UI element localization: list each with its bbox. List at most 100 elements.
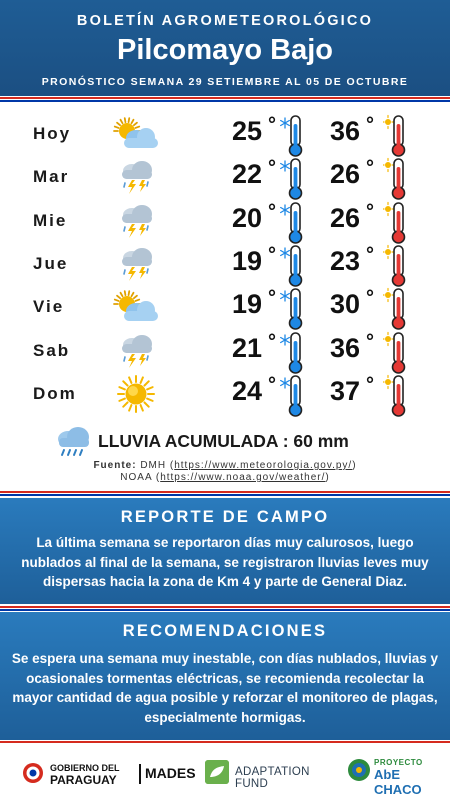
forecast-row: Mie 20 ° 26 ° <box>0 200 450 244</box>
min-temperature: 22 <box>232 159 263 190</box>
abe-chaco-line2: AbE CHACO <box>374 767 422 797</box>
storm-cloud-icon <box>122 204 152 238</box>
cold-thermometer-icon <box>280 288 303 330</box>
max-temperature: 26 <box>330 159 361 190</box>
storm-cloud-icon <box>122 334 152 368</box>
recommendations-title: RECOMENDACIONES <box>122 622 328 640</box>
recommendations-panel: RECOMENDACIONES Se espera una semana muy… <box>0 612 450 740</box>
hot-thermometer-icon <box>383 201 406 244</box>
location-title: Pilcomayo Bajo <box>117 34 333 66</box>
max-temperature: 23 <box>330 245 361 276</box>
day-label: Dom <box>33 383 77 403</box>
source-org-noaa: NOAA <box>120 472 153 483</box>
min-temperature: 24 <box>232 375 263 406</box>
logo-divider <box>139 764 141 784</box>
flag-stripes-bottom <box>0 740 450 746</box>
hot-thermometer-icon <box>383 331 406 374</box>
field-report-panel: REPORTE DE CAMPO La última semana se rep… <box>0 498 450 604</box>
min-temperature: 21 <box>232 332 263 363</box>
cold-thermometer-icon <box>280 374 303 417</box>
hot-thermometer-icon <box>383 288 406 330</box>
day-label: Hoy <box>33 124 72 143</box>
adaptation-fund-text: ADAPTATION FUND <box>235 766 310 790</box>
gov-text-line1: GOBIERNO DEL <box>50 763 120 773</box>
source-org-dmh: DMH <box>140 460 167 471</box>
abe-chaco-logo: PROYECTO AbE CHACO <box>347 752 437 797</box>
cold-thermometer-icon <box>280 201 303 244</box>
storm-cloud-icon <box>122 247 152 281</box>
source-line-noaa: NOAA (https://www.noaa.gov/weather/) <box>120 472 330 483</box>
max-temperature: 37 <box>330 375 361 406</box>
max-temperature: 30 <box>330 289 361 320</box>
flag-stripes-mid <box>0 490 450 496</box>
day-label: Mar <box>33 167 70 187</box>
rain-cloud-icon <box>58 427 89 456</box>
adaptation-fund-icon <box>205 760 229 784</box>
cold-thermometer-icon <box>280 158 303 201</box>
cold-thermometer-icon <box>280 331 303 374</box>
max-temperature: 26 <box>330 202 361 233</box>
hot-thermometer-icon <box>383 158 406 201</box>
min-temperature: 19 <box>232 289 263 320</box>
paraguay-seal-icon <box>23 763 43 783</box>
degree-symbol: ° <box>366 243 374 266</box>
hot-thermometer-icon <box>383 114 406 157</box>
hot-thermometer-icon <box>383 374 406 417</box>
cold-thermometer-icon <box>280 245 303 287</box>
degree-symbol: ° <box>268 243 276 266</box>
degree-symbol: ° <box>366 287 374 310</box>
gobierno-mades-logo: GOBIERNO DEL PARAGUAY MADES <box>22 758 196 788</box>
sun-behind-cloud-icon <box>113 290 158 322</box>
degree-symbol: ° <box>366 200 374 223</box>
degree-symbol: ° <box>268 330 276 353</box>
max-temperature: 36 <box>330 332 361 363</box>
flag-stripes-top <box>0 96 450 102</box>
degree-symbol: ° <box>366 157 374 180</box>
source-link-dmh[interactable]: https://www.meteorologia.gov.py/ <box>174 460 353 471</box>
field-report-title: REPORTE DE CAMPO <box>120 508 330 526</box>
field-report-text: La última semana se reportaron días muy … <box>21 535 429 589</box>
abe-chaco-line1: PROYECTO <box>374 758 423 767</box>
forecast-row: Sab 21 ° 36 ° <box>0 330 450 374</box>
mades-text: MADES <box>145 765 196 781</box>
degree-symbol: ° <box>268 287 276 310</box>
degree-symbol: ° <box>268 373 276 396</box>
gov-text-line2: PARAGUAY <box>50 773 117 787</box>
degree-symbol: ° <box>268 157 276 180</box>
forecast-period: PRONÓSTICO SEMANA 29 SETIEMBRE AL 05 DE … <box>41 76 409 88</box>
source-link-noaa[interactable]: https://www.noaa.gov/weather/ <box>160 472 326 483</box>
degree-symbol: ° <box>366 114 374 136</box>
rain-summary: LLUVIA ACUMULADA : 60 mm <box>0 424 450 458</box>
sun-icon <box>117 374 155 413</box>
flag-stripes-lower <box>0 605 450 611</box>
hot-thermometer-icon <box>383 244 406 287</box>
abe-chaco-icon <box>348 759 370 781</box>
storm-cloud-icon <box>122 161 152 195</box>
recommendations-text: Se espera una semana muy inestable, con … <box>11 651 439 725</box>
rain-total-label: LLUVIA ACUMULADA : 60 mm <box>98 431 349 451</box>
adaptation-fund-logo: ADAPTATION FUND <box>205 758 335 790</box>
source-line-dmh: Fuente: DMH (https://www.meteorologia.go… <box>93 460 357 471</box>
min-temperature: 20 <box>232 202 263 233</box>
degree-symbol: ° <box>366 330 374 353</box>
min-temperature: 19 <box>232 245 263 276</box>
bulletin-kicker: BOLETÍN AGROMETEOROLÓGICO <box>76 13 374 29</box>
bulletin-header: BOLETÍN AGROMETEOROLÓGICO Pilcomayo Bajo… <box>0 0 450 96</box>
max-temperature: 36 <box>330 116 361 146</box>
forecast-row: Jue 19 ° 23 ° <box>0 243 450 287</box>
cold-thermometer-icon <box>280 115 303 157</box>
min-temperature: 25 <box>232 116 263 146</box>
forecast-row: Dom 24 ° 37 ° <box>0 373 450 417</box>
forecast-row: Vie 19 ° 30 ° <box>0 287 450 330</box>
day-label: Jue <box>33 253 69 273</box>
degree-symbol: ° <box>268 200 276 223</box>
source-label: Fuente: <box>93 460 137 471</box>
sun-behind-cloud-icon <box>113 117 158 148</box>
day-label: Vie <box>33 297 65 317</box>
sponsor-footer: GOBIERNO DEL PARAGUAY MADES ADAPTATION F… <box>0 744 450 800</box>
degree-symbol: ° <box>366 373 374 396</box>
degree-symbol: ° <box>268 114 276 136</box>
day-label: Mie <box>33 210 68 230</box>
forecast-row: Hoy 25 ° 36 ° <box>0 114 450 157</box>
day-label: Sab <box>33 340 71 360</box>
